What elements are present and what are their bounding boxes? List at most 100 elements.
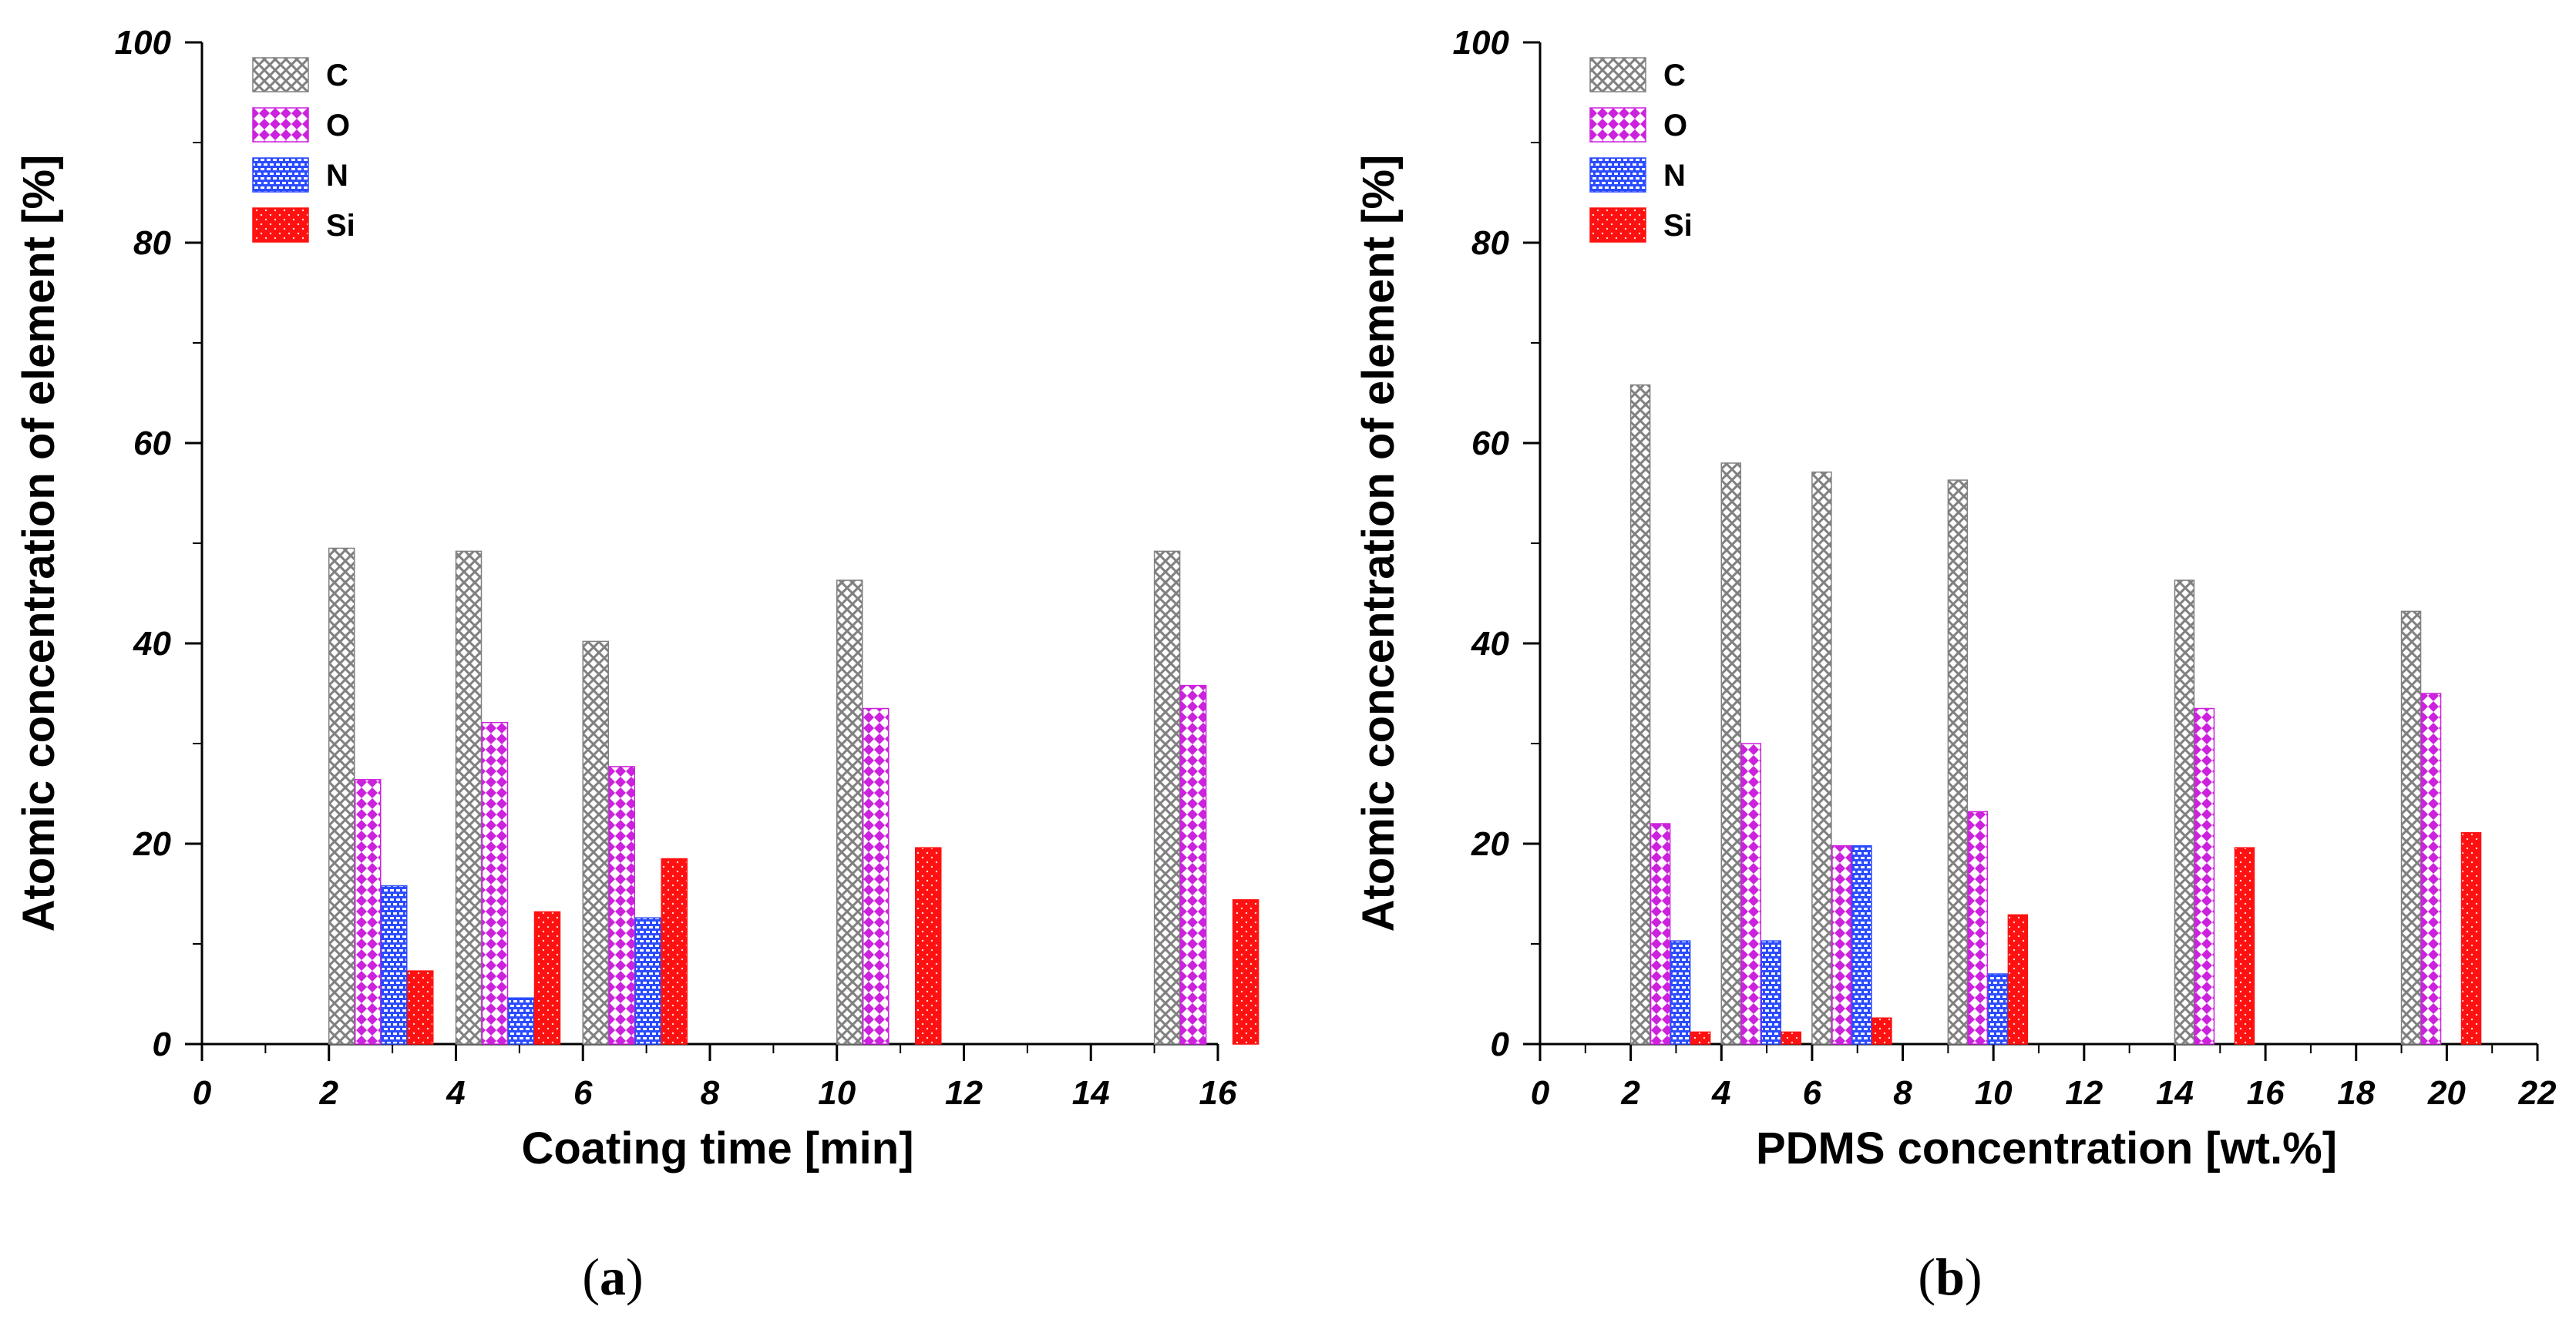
legend-label-N-b: N — [1663, 159, 1686, 193]
y-tick-label-b: 40 — [1471, 625, 1509, 663]
bar-C-b — [2174, 579, 2195, 1045]
x-tick-label-b: 16 — [2247, 1074, 2285, 1112]
legend-swatch-N-a — [252, 157, 309, 193]
bar-Si-a — [1232, 899, 1259, 1045]
panel-a-label-close: ) — [626, 1247, 644, 1306]
legend-swatch-Si-b — [1589, 207, 1646, 243]
x-tick-label-a: 4 — [446, 1074, 465, 1112]
bar-N-a — [381, 885, 408, 1045]
y-tick-label-a: 40 — [133, 625, 171, 663]
legend-swatch-Si-a — [252, 207, 309, 243]
x-tick-label-b: 0 — [1531, 1074, 1550, 1112]
x-axis-title-a: Coating time [min] — [521, 1123, 913, 1174]
panel-b-label-open: ( — [1918, 1247, 1935, 1306]
x-tick-label-b: 22 — [2518, 1074, 2557, 1112]
bar-O-a — [1179, 684, 1207, 1045]
panel-b: 0 20 40 60 80 100 0 2 4 6 8 10 12 14 16 18 20 22 PDMS conc… — [1354, 24, 2557, 1174]
bar-N-b — [1760, 940, 1782, 1045]
bar-O-b — [1967, 811, 1989, 1045]
panel-b-label-close: ) — [1965, 1247, 1982, 1306]
x-tick-label-b: 10 — [1975, 1074, 2013, 1112]
legend-label-Si-a: Si — [326, 209, 355, 243]
panel-b-label: (b) — [1918, 1247, 1982, 1306]
bar-C-b — [2400, 610, 2422, 1045]
bar-O-a — [481, 721, 509, 1045]
bar-C-b — [1811, 471, 1832, 1045]
x-tick-label-b: 20 — [2427, 1074, 2466, 1112]
bar-N-b — [1987, 973, 2009, 1045]
y-tick-label-b: 0 — [1491, 1026, 1510, 1063]
bar-Si-b — [1781, 1031, 1802, 1045]
bar-C-b — [1629, 384, 1651, 1045]
bar-Si-a — [533, 911, 561, 1045]
x-tick-label-b: 2 — [1620, 1074, 1640, 1112]
panel-a-label-letter: a — [600, 1247, 626, 1306]
panel-a-label-open: ( — [582, 1247, 600, 1306]
y-tick-label-a: 0 — [153, 1026, 172, 1063]
bar-Si-b — [1690, 1031, 1711, 1045]
bar-C-a — [328, 547, 355, 1045]
x-axis-title-b: PDMS concentration [wt.%] — [1756, 1123, 2337, 1174]
bar-Si-a — [661, 858, 688, 1045]
x-tick-label-b: 14 — [2156, 1074, 2194, 1112]
x-tick-label-a: 0 — [193, 1074, 212, 1112]
bar-N-a — [507, 997, 535, 1045]
x-tick-label-b: 8 — [1893, 1074, 1912, 1112]
x-tick-label-b: 6 — [1803, 1074, 1822, 1112]
x-tick-label-b: 4 — [1711, 1074, 1730, 1112]
panel-a: 0 20 40 60 80 100 0 2 4 6 8 10 12 14 16 Coating time [m… — [14, 24, 1259, 1174]
x-tick-label-a: 12 — [945, 1074, 983, 1112]
legend-label-C-a: C — [326, 59, 348, 92]
x-tick-label-a: 10 — [818, 1074, 856, 1112]
bar-Si-b — [2234, 847, 2255, 1045]
legend-label-O-b: O — [1663, 109, 1687, 143]
x-tick-label-a: 8 — [701, 1074, 720, 1112]
x-tick-label-a: 6 — [573, 1074, 593, 1112]
legend-label-C-b: C — [1663, 59, 1686, 92]
x-tick-label-b: 18 — [2337, 1074, 2375, 1112]
x-tick-label-a: 14 — [1072, 1074, 1110, 1112]
bar-C-a — [455, 550, 483, 1045]
bar-O-b — [1740, 743, 1762, 1045]
bar-O-b — [2420, 693, 2442, 1045]
legend-label-Si-b: Si — [1663, 209, 1693, 243]
panel-b-label-letter: b — [1935, 1247, 1965, 1306]
y-tick-label-b: 60 — [1471, 425, 1509, 462]
bar-O-b — [1831, 845, 1852, 1045]
x-tick-label-a: 16 — [1199, 1074, 1237, 1112]
legend-swatch-O-b — [1589, 107, 1646, 143]
bar-C-b — [1720, 462, 1742, 1045]
bar-N-a — [634, 917, 661, 1045]
bar-N-b — [1670, 940, 1691, 1045]
y-tick-label-a: 100 — [115, 24, 172, 62]
y-tick-label-a: 20 — [133, 825, 171, 863]
legend-swatch-C-b — [1589, 57, 1646, 92]
panel-a-label: (a) — [582, 1247, 643, 1306]
legend-label-N-a: N — [326, 159, 348, 193]
bar-Si-b — [2460, 831, 2482, 1045]
y-tick-label-a: 80 — [133, 224, 171, 262]
bar-O-a — [863, 707, 889, 1045]
y-axis-title-a: Atomic concentration of element [%] — [14, 155, 64, 932]
y-tick-label-b: 20 — [1471, 825, 1509, 863]
y-tick-label-a: 60 — [133, 425, 171, 462]
bar-O-b — [1650, 823, 1671, 1045]
bar-O-a — [355, 779, 382, 1045]
x-tick-label-b: 12 — [2065, 1074, 2103, 1112]
bar-C-a — [582, 640, 609, 1045]
legend-swatch-O-a — [252, 107, 309, 143]
bar-C-b — [1947, 479, 1969, 1045]
legend-swatch-C-a — [252, 57, 309, 92]
y-tick-label-b: 80 — [1471, 224, 1509, 262]
bar-Si-b — [2007, 914, 2029, 1045]
bar-Si-a — [407, 970, 434, 1045]
bar-C-a — [1153, 550, 1181, 1045]
bar-Si-b — [1871, 1017, 1892, 1045]
legend-label-O-a: O — [326, 109, 350, 143]
bar-O-b — [2194, 707, 2215, 1045]
bar-N-b — [1851, 845, 1872, 1045]
legend-swatch-N-b — [1589, 157, 1646, 193]
bar-C-a — [836, 579, 863, 1045]
bar-O-a — [608, 766, 635, 1045]
